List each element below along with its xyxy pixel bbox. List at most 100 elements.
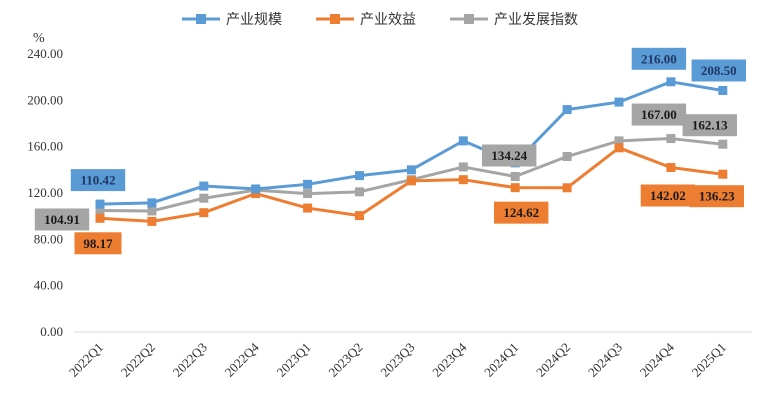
legend-label: 产业规模	[226, 12, 282, 28]
x-axis: 2022Q1 2022Q2 2022Q3 2022Q4 2023Q1 2023Q2 2023…	[66, 331, 752, 380]
series	[95, 143, 728, 226]
data-point	[666, 77, 676, 87]
series	[95, 77, 728, 209]
data-point	[95, 199, 105, 209]
legend-item: 产业规模	[182, 12, 282, 28]
series	[95, 134, 728, 216]
data-point	[406, 176, 416, 186]
data-point	[666, 162, 676, 172]
data-point	[458, 162, 468, 172]
data-point	[614, 143, 624, 153]
data-point	[147, 198, 157, 208]
data-label-text: 162.13	[692, 118, 728, 133]
x-tick-label: 2024Q3	[585, 340, 625, 380]
legend-marker	[196, 14, 206, 24]
data-point	[562, 105, 572, 115]
data-label-box	[74, 232, 122, 255]
data-label-text: 110.42	[80, 173, 115, 188]
x-tick-label: 2022Q2	[118, 340, 158, 380]
series-line	[99, 137, 723, 213]
y-axis: 0.00 40.00 80.00 120.00 160.00 200.00 240.00	[27, 46, 63, 339]
y-tick-label: 160.00	[27, 139, 63, 154]
data-point	[303, 189, 313, 199]
y-tick-label: 120.00	[27, 185, 63, 200]
y-tick-label: 200.00	[27, 92, 63, 107]
data-point	[147, 206, 157, 216]
data-point	[718, 85, 728, 95]
data-label: 208.50	[691, 59, 746, 82]
x-tick-label: 2024Q1	[481, 340, 521, 380]
data-label: 136.23	[689, 185, 744, 208]
data-point	[614, 97, 624, 107]
data-label-box	[494, 201, 549, 224]
data-label-text: 124.62	[503, 205, 539, 220]
data-label: 124.62	[494, 201, 549, 224]
data-label-box	[631, 103, 687, 126]
data-point	[718, 139, 728, 149]
data-label: 162.13	[682, 114, 737, 137]
data-point	[666, 134, 676, 144]
data-label: 98.17	[74, 232, 122, 255]
series-line	[99, 80, 724, 206]
x-tick-label: 2022Q3	[170, 340, 210, 380]
data-label-box	[640, 184, 696, 207]
legend-item: 产业效益	[316, 12, 416, 28]
data-label-text: 216.00	[641, 51, 677, 66]
data-label-text: 167.00	[641, 107, 677, 122]
x-tick-label: 2023Q3	[377, 340, 417, 380]
data-labels: 110.42 216.00 208.50 98.17 124.62 142.02 136.2…	[34, 47, 746, 255]
data-point	[614, 136, 624, 146]
x-tick-label: 2022Q4	[222, 339, 263, 380]
x-tick-label: 2025Q1	[689, 340, 729, 380]
data-label: 134.24	[482, 144, 537, 167]
y-axis-unit-label: %	[33, 31, 45, 46]
x-tick-label: 2024Q4	[637, 339, 678, 380]
data-point	[95, 205, 105, 215]
data-point	[458, 136, 468, 146]
data-label-box	[631, 47, 687, 70]
data-label-box	[689, 185, 744, 208]
series-lines	[95, 77, 728, 226]
data-point	[718, 169, 728, 179]
data-label: 104.91	[34, 208, 90, 231]
data-label-text: 134.24	[491, 148, 527, 163]
data-point	[199, 208, 209, 218]
data-point	[147, 216, 157, 226]
y-tick-label: 40.00	[34, 278, 63, 293]
data-point	[303, 179, 313, 189]
data-point	[251, 189, 261, 199]
data-label-text: 142.02	[650, 188, 686, 203]
data-point	[458, 175, 468, 185]
data-point	[510, 172, 520, 182]
x-tick-label: 2022Q1	[66, 340, 106, 380]
data-label-box	[70, 169, 126, 192]
legend-label: 产业效益	[360, 12, 416, 28]
data-label: 110.42	[70, 169, 126, 192]
x-tick-label: 2023Q4	[429, 339, 470, 380]
data-label: 142.02	[640, 184, 696, 207]
x-tick-label: 2023Q2	[325, 340, 365, 380]
data-point	[562, 183, 572, 193]
data-label-box	[482, 144, 537, 167]
legend-marker	[330, 14, 340, 24]
data-point	[303, 203, 313, 213]
legend-item: 产业发展指数	[450, 12, 578, 28]
data-point	[199, 193, 209, 203]
legend: 产业规模 产业效益 产业发展指数	[182, 12, 578, 28]
data-label-text: 104.91	[44, 212, 80, 227]
x-tick-label: 2024Q2	[533, 340, 573, 380]
data-label-text: 136.23	[699, 189, 735, 204]
legend-label: 产业发展指数	[494, 12, 578, 28]
data-label-text: 208.50	[701, 63, 737, 78]
data-label: 167.00	[631, 103, 687, 126]
data-label-box	[691, 59, 746, 82]
data-label-box	[682, 114, 737, 137]
data-point	[251, 184, 261, 194]
data-point	[355, 211, 364, 221]
data-point	[95, 213, 105, 223]
data-point	[406, 165, 416, 175]
legend-marker	[464, 14, 474, 24]
data-label: 216.00	[631, 47, 687, 70]
data-point	[199, 181, 209, 191]
